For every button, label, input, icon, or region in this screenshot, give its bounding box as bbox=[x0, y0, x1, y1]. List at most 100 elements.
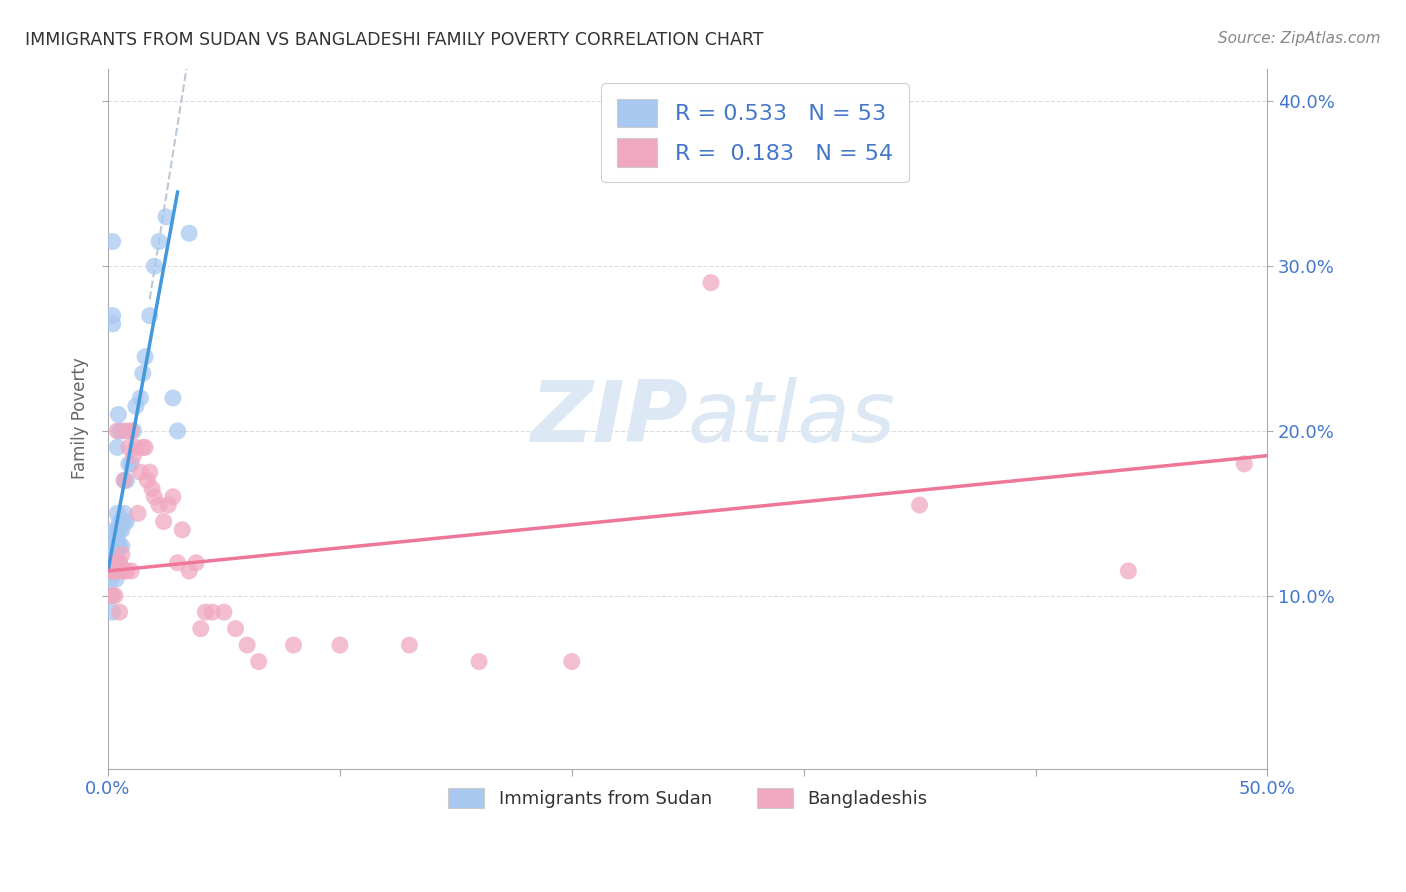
Point bbox=[101, 564, 124, 578]
Point bbox=[103, 531, 125, 545]
Point bbox=[157, 498, 180, 512]
Point bbox=[212, 605, 235, 619]
Point bbox=[105, 506, 128, 520]
Point bbox=[468, 655, 491, 669]
Point bbox=[100, 539, 122, 553]
Point bbox=[398, 638, 420, 652]
Point bbox=[172, 523, 194, 537]
Point bbox=[148, 498, 170, 512]
Point bbox=[98, 556, 121, 570]
Point bbox=[162, 391, 184, 405]
Point bbox=[122, 424, 145, 438]
Point bbox=[166, 424, 188, 438]
Point bbox=[105, 531, 128, 545]
Point bbox=[108, 523, 131, 537]
Point bbox=[1233, 457, 1256, 471]
Point bbox=[108, 515, 131, 529]
Point bbox=[105, 424, 128, 438]
Point bbox=[105, 572, 128, 586]
Point bbox=[112, 474, 135, 488]
Point bbox=[115, 474, 138, 488]
Point bbox=[108, 605, 131, 619]
Y-axis label: Family Poverty: Family Poverty bbox=[72, 358, 89, 480]
Point bbox=[101, 309, 124, 323]
Point bbox=[112, 515, 135, 529]
Point bbox=[104, 539, 127, 553]
Text: ZIP: ZIP bbox=[530, 377, 688, 460]
Point bbox=[194, 605, 217, 619]
Point bbox=[908, 498, 931, 512]
Point bbox=[700, 276, 723, 290]
Point bbox=[104, 556, 127, 570]
Point bbox=[111, 548, 134, 562]
Point bbox=[236, 638, 259, 652]
Point bbox=[108, 539, 131, 553]
Point bbox=[101, 556, 124, 570]
Point bbox=[122, 449, 145, 463]
Point bbox=[101, 317, 124, 331]
Point bbox=[152, 515, 174, 529]
Point bbox=[111, 539, 134, 553]
Point bbox=[104, 556, 127, 570]
Point bbox=[143, 490, 166, 504]
Point bbox=[129, 391, 152, 405]
Point bbox=[98, 564, 121, 578]
Point bbox=[104, 548, 127, 562]
Point bbox=[225, 622, 247, 636]
Point bbox=[201, 605, 224, 619]
Legend: Immigrants from Sudan, Bangladeshis: Immigrants from Sudan, Bangladeshis bbox=[440, 780, 935, 815]
Point bbox=[105, 564, 128, 578]
Point bbox=[329, 638, 352, 652]
Point bbox=[101, 589, 124, 603]
Point bbox=[115, 424, 138, 438]
Point bbox=[101, 605, 124, 619]
Point bbox=[134, 350, 156, 364]
Point bbox=[100, 589, 122, 603]
Point bbox=[105, 539, 128, 553]
Point bbox=[115, 515, 138, 529]
Point bbox=[104, 589, 127, 603]
Point bbox=[283, 638, 305, 652]
Point bbox=[184, 556, 207, 570]
Point bbox=[162, 490, 184, 504]
Point bbox=[104, 523, 127, 537]
Point bbox=[104, 564, 127, 578]
Text: IMMIGRANTS FROM SUDAN VS BANGLADESHI FAMILY POVERTY CORRELATION CHART: IMMIGRANTS FROM SUDAN VS BANGLADESHI FAM… bbox=[25, 31, 763, 49]
Text: Source: ZipAtlas.com: Source: ZipAtlas.com bbox=[1218, 31, 1381, 46]
Point bbox=[148, 235, 170, 249]
Point bbox=[127, 506, 149, 520]
Point bbox=[125, 399, 148, 413]
Point bbox=[136, 474, 159, 488]
Point bbox=[100, 572, 122, 586]
Point bbox=[105, 441, 128, 455]
Point bbox=[1118, 564, 1140, 578]
Point bbox=[98, 564, 121, 578]
Point bbox=[112, 564, 135, 578]
Point bbox=[111, 523, 134, 537]
Point bbox=[132, 366, 155, 380]
Point bbox=[105, 523, 128, 537]
Point bbox=[129, 465, 152, 479]
Point bbox=[108, 556, 131, 570]
Point bbox=[101, 235, 124, 249]
Point bbox=[118, 441, 141, 455]
Point bbox=[125, 441, 148, 455]
Point bbox=[166, 556, 188, 570]
Point bbox=[132, 441, 155, 455]
Point bbox=[107, 408, 129, 422]
Point bbox=[120, 424, 142, 438]
Point bbox=[190, 622, 212, 636]
Point bbox=[104, 564, 127, 578]
Point bbox=[143, 259, 166, 273]
Point bbox=[100, 556, 122, 570]
Text: atlas: atlas bbox=[688, 377, 896, 460]
Point bbox=[120, 564, 142, 578]
Point bbox=[108, 564, 131, 578]
Point bbox=[105, 556, 128, 570]
Point bbox=[247, 655, 270, 669]
Point bbox=[111, 515, 134, 529]
Point bbox=[120, 457, 142, 471]
Point bbox=[141, 482, 163, 496]
Point bbox=[138, 309, 160, 323]
Point bbox=[111, 424, 134, 438]
